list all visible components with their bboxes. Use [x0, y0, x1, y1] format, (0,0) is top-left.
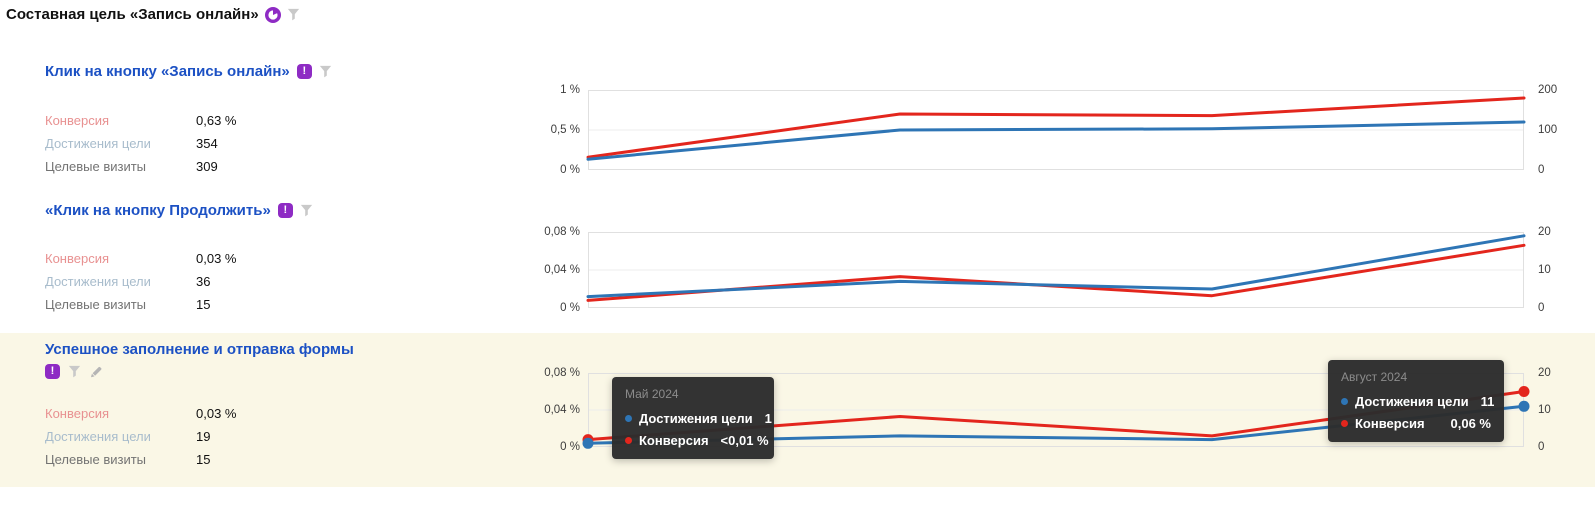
series-marker-red-icon [1341, 420, 1348, 427]
tooltip-row: Конверсия <0,01 % [625, 432, 769, 449]
filter-icon[interactable] [300, 204, 313, 217]
goal-reaches-value: 36 [196, 274, 211, 289]
right-axis-tick: 100 [1538, 124, 1558, 136]
metric-row: Целевые визиты 15 [45, 448, 345, 471]
goal-section-3-header: Успешное заполнение и отправка формы [45, 341, 354, 358]
goal-reaches-value: 19 [196, 429, 211, 444]
target-visits-label: Целевые визиты [45, 159, 147, 174]
series-marker-blue-icon [1341, 398, 1348, 405]
metric-row: Конверсия 0,03 % [45, 247, 345, 270]
goal-section-1-header: Клик на кнопку «Запись онлайн» [45, 63, 332, 80]
left-axis-tick: 0,04 % [544, 264, 580, 276]
tooltip-row: Достижения цели 11 [1341, 393, 1494, 410]
conversion-label: Конверсия [45, 406, 110, 421]
target-visits-value: 15 [196, 297, 211, 312]
metric-row: Конверсия 0,63 % [45, 109, 345, 132]
left-axis-tick: 0 % [560, 441, 580, 453]
right-axis-tick: 200 [1538, 84, 1558, 96]
filter-icon[interactable] [287, 8, 300, 21]
right-axis-tick: 10 [1538, 264, 1551, 276]
page-header: Составная цель «Запись онлайн» [6, 6, 300, 23]
tooltip-metric-label: Конверсия [1355, 416, 1425, 431]
right-axis-tick: 0 [1538, 302, 1545, 314]
goal-2-title-link[interactable]: «Клик на кнопку Продолжить» [45, 202, 271, 219]
left-axis-tick: 0,08 % [544, 226, 580, 238]
tooltip-metric-value: 1 [764, 411, 772, 426]
right-axis-tick: 20 [1538, 226, 1551, 238]
goal-3-title-link[interactable]: Успешное заполнение и отправка формы [45, 341, 354, 358]
tooltip-metric-value: 11 [1480, 394, 1495, 409]
conversion-label: Конверсия [45, 251, 110, 266]
target-visits-label: Целевые визиты [45, 452, 147, 467]
goal-reaches-value: 354 [196, 136, 218, 151]
goal-1-title-link[interactable]: Клик на кнопку «Запись онлайн» [45, 63, 290, 80]
page-title: Составная цель «Запись онлайн» [6, 6, 259, 23]
goal-1-chart: 1 % 0,5 % 0 % 200 100 0 [530, 84, 1595, 176]
composite-goal-icon [264, 6, 281, 23]
target-visits-value: 309 [196, 159, 218, 174]
tooltip-metric-label: Достижения цели [1355, 394, 1469, 409]
goal-2-chart-plot[interactable] [586, 232, 1526, 308]
series-marker-blue-icon [625, 415, 632, 422]
right-axis-tick: 0 [1538, 164, 1545, 176]
tooltip-metric-value: <0,01 % [720, 433, 769, 448]
goal-type-icon [45, 364, 60, 379]
left-axis-tick: 0 % [560, 302, 580, 314]
metric-row: Конверсия 0,03 % [45, 402, 345, 425]
target-visits-value: 15 [196, 452, 211, 467]
metric-row: Достижения цели 19 [45, 425, 345, 448]
goal-reaches-label: Достижения цели [45, 429, 151, 444]
goal-1-metrics: Конверсия 0,63 % Достижения цели 354 Цел… [45, 109, 345, 178]
left-axis-tick: 1 % [560, 84, 580, 96]
chart-tooltip-may-2024: Май 2024 Достижения цели 1 Конверсия <0,… [612, 377, 774, 459]
goal-reaches-label: Достижения цели [45, 274, 151, 289]
right-axis-tick: 20 [1538, 367, 1551, 379]
series-marker-red-icon [625, 437, 632, 444]
goal-type-icon [277, 203, 293, 218]
tooltip-period-title: Август 2024 [1341, 370, 1408, 384]
goal-section-2-header: «Клик на кнопку Продолжить» [45, 202, 313, 219]
goal-3-metrics: Конверсия 0,03 % Достижения цели 19 Целе… [45, 402, 345, 471]
tooltip-row: Достижения цели 1 [625, 410, 772, 427]
conversion-value: 0,63 % [196, 113, 237, 128]
target-visits-label: Целевые визиты [45, 297, 147, 312]
filter-icon[interactable] [68, 365, 81, 378]
left-axis-tick: 0,04 % [544, 404, 580, 416]
conversion-value: 0,03 % [196, 406, 237, 421]
edit-pencil-icon[interactable] [89, 365, 103, 379]
right-axis-tick: 10 [1538, 404, 1551, 416]
metric-row: Достижения цели 36 [45, 270, 345, 293]
tooltip-metric-value: 0,06 % [1450, 416, 1491, 431]
conversion-label: Конверсия [45, 113, 110, 128]
tooltip-metric-label: Конверсия [639, 433, 709, 448]
filter-icon[interactable] [319, 65, 332, 78]
goal-2-chart: 0,08 % 0,04 % 0 % 20 10 0 [530, 226, 1595, 314]
left-axis-tick: 0 % [560, 164, 580, 176]
goal-3-icons [45, 364, 103, 379]
tooltip-row: Конверсия 0,06 % [1341, 415, 1491, 432]
goal-reaches-label: Достижения цели [45, 136, 151, 151]
metric-row: Достижения цели 354 [45, 132, 345, 155]
metric-row: Целевые визиты 309 [45, 155, 345, 178]
goal-1-chart-plot[interactable] [586, 90, 1526, 170]
tooltip-metric-label: Достижения цели [639, 411, 753, 426]
conversion-value: 0,03 % [196, 251, 237, 266]
metric-row: Целевые визиты 15 [45, 293, 345, 316]
goal-type-icon [296, 64, 312, 79]
right-axis-tick: 0 [1538, 441, 1545, 453]
left-axis-tick: 0,08 % [544, 367, 580, 379]
tooltip-period-title: Май 2024 [625, 387, 679, 401]
goal-2-metrics: Конверсия 0,03 % Достижения цели 36 Целе… [45, 247, 345, 316]
chart-tooltip-august-2024: Август 2024 Достижения цели 11 Конверсия… [1328, 360, 1504, 442]
left-axis-tick: 0,5 % [550, 124, 580, 136]
